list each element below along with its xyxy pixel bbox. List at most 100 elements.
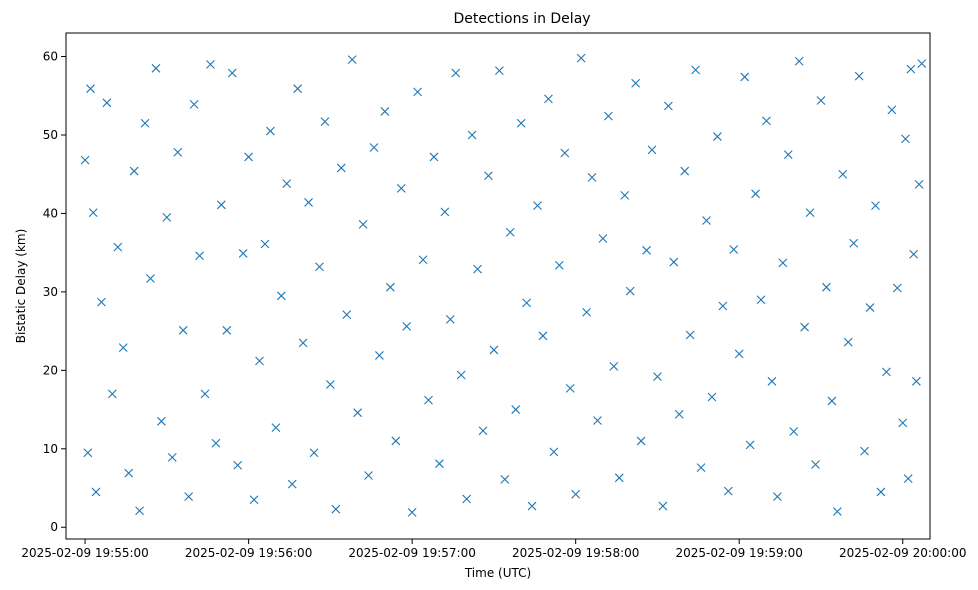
data-point	[484, 171, 493, 181]
data-point	[249, 495, 259, 505]
data-point	[582, 307, 591, 317]
data-point	[898, 418, 908, 428]
data-point	[560, 148, 570, 158]
data-point	[713, 132, 722, 141]
data-point	[500, 474, 510, 484]
y-tick-label: 20	[43, 363, 58, 377]
data-point	[478, 426, 488, 436]
data-point	[402, 322, 412, 331]
data-point	[129, 166, 139, 176]
data-point	[914, 180, 924, 189]
data-point	[636, 436, 646, 446]
data-point	[917, 59, 927, 68]
data-point	[184, 492, 194, 502]
y-axis: 0 10 20 30 40 50 60	[43, 50, 66, 534]
data-point	[696, 463, 706, 472]
data-point	[822, 282, 831, 292]
data-point	[233, 460, 243, 470]
y-tick-label: 10	[43, 442, 58, 456]
chart-title: Detections in Delay	[453, 11, 590, 27]
data-point	[609, 362, 619, 371]
data-point	[435, 459, 444, 469]
data-point	[505, 227, 515, 237]
y-tick-label: 30	[43, 285, 58, 299]
data-point	[571, 489, 581, 499]
data-point	[909, 249, 919, 259]
data-point	[849, 238, 859, 248]
data-point	[298, 338, 308, 348]
data-point	[320, 117, 330, 127]
data-point	[544, 94, 553, 104]
data-point	[462, 494, 472, 504]
data-point	[494, 66, 504, 76]
data-point	[211, 438, 221, 448]
x-tick-label: 2025-02-09 19:57:00	[348, 546, 475, 560]
data-point	[516, 118, 526, 128]
data-point	[680, 166, 690, 176]
data-point	[244, 152, 254, 162]
data-point	[691, 65, 700, 75]
data-point	[882, 367, 891, 377]
data-point	[838, 169, 848, 179]
x-tick-label: 2025-02-09 19:58:00	[512, 546, 639, 560]
data-point	[811, 460, 820, 469]
data-point	[97, 297, 106, 307]
data-point	[206, 59, 215, 69]
data-point	[429, 152, 439, 162]
data-point	[642, 245, 651, 255]
data-point	[353, 408, 363, 418]
data-point	[887, 105, 897, 115]
data-point	[195, 251, 204, 261]
y-tick-label: 60	[43, 50, 58, 64]
data-point	[255, 356, 264, 366]
data-point	[266, 126, 275, 136]
data-point	[718, 301, 728, 311]
data-point	[522, 298, 532, 308]
data-point	[783, 150, 793, 159]
data-point	[865, 303, 875, 312]
data-point	[593, 416, 602, 425]
y-tick-label: 50	[43, 128, 58, 142]
data-point	[663, 101, 673, 111]
plot-frame	[65, 32, 931, 540]
data-point	[331, 504, 341, 514]
data-point	[854, 71, 864, 81]
data-point	[189, 100, 199, 109]
data-point	[576, 53, 586, 63]
data-point	[407, 507, 417, 517]
data-point	[734, 349, 744, 359]
data-point	[740, 72, 750, 82]
data-point	[342, 310, 352, 320]
data-point	[723, 486, 733, 496]
data-point	[625, 286, 635, 296]
data-point	[603, 111, 613, 121]
data-point	[789, 427, 799, 436]
data-point	[151, 63, 161, 73]
data-point	[424, 395, 433, 405]
data-point	[83, 448, 93, 458]
data-point	[745, 440, 755, 450]
data-point	[631, 78, 641, 88]
data-point	[871, 201, 880, 210]
data-point	[369, 143, 379, 152]
data-point	[827, 396, 837, 406]
data-point	[614, 473, 624, 483]
data-point	[178, 325, 188, 335]
data-point	[167, 453, 177, 462]
data-point	[816, 96, 826, 105]
data-point	[554, 260, 564, 270]
data-point	[380, 107, 390, 116]
data-point	[216, 200, 226, 210]
data-point	[118, 343, 128, 352]
data-point	[271, 423, 281, 432]
data-point	[200, 389, 210, 399]
data-point	[238, 249, 248, 258]
data-point	[418, 255, 428, 265]
x-tick-label: 2025-02-09 19:56:00	[185, 546, 312, 560]
data-point	[162, 212, 172, 222]
data-point	[282, 179, 292, 189]
data-point	[451, 68, 461, 78]
data-point	[729, 245, 739, 254]
data-point	[86, 84, 95, 94]
